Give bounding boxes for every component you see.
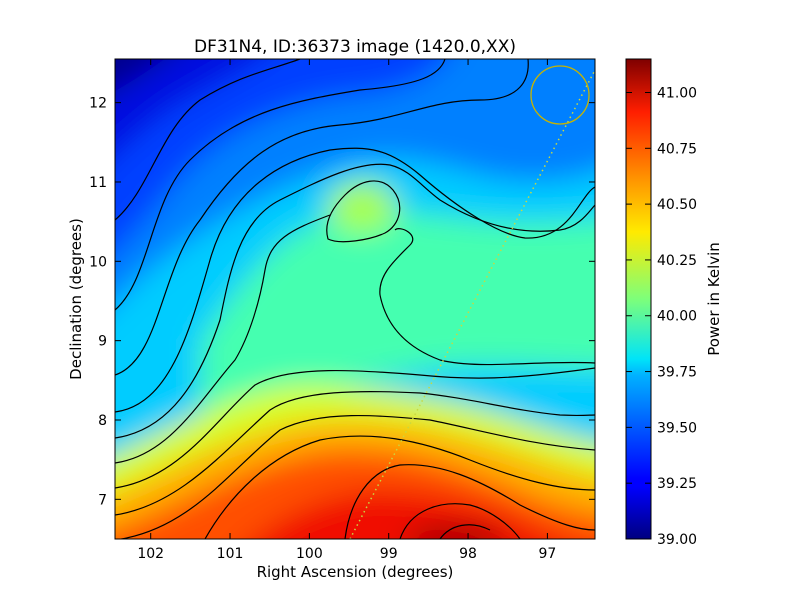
colorbar-tick-label: 41.00 bbox=[657, 85, 697, 101]
y-tick-label: 10 bbox=[89, 254, 107, 270]
y-tick-label: 11 bbox=[89, 175, 107, 191]
heatmap-plot bbox=[115, 59, 595, 539]
colorbar bbox=[625, 58, 652, 540]
colorbar-axis: 39.00 39.25 39.50 39.75 40.00 40.25 40.50 40.75… bbox=[626, 85, 697, 548]
colorbar-label: Power in Kelvin bbox=[705, 242, 723, 356]
heatmap-field bbox=[115, 59, 595, 539]
x-tick-label: 100 bbox=[296, 546, 323, 562]
colorbar-tick-label: 40.25 bbox=[657, 253, 697, 269]
colorbar-tick-label: 39.75 bbox=[657, 365, 697, 381]
x-tick-label: 97 bbox=[538, 546, 556, 562]
y-axis-label: Declination (degrees) bbox=[67, 218, 85, 380]
contour-lines bbox=[115, 59, 595, 539]
dotted-track bbox=[349, 69, 595, 539]
y-tick-label: 9 bbox=[98, 334, 107, 350]
marker-circle bbox=[530, 65, 590, 125]
x-tick-label: 99 bbox=[380, 546, 398, 562]
x-axis-label: Right Ascension (degrees) bbox=[257, 563, 454, 581]
colorbar-tick-label: 40.00 bbox=[657, 309, 697, 325]
plot-frame bbox=[114, 58, 596, 540]
y-axis: 7 8 9 10 11 12 bbox=[89, 96, 595, 508]
y-tick-label: 7 bbox=[98, 492, 107, 508]
x-tick-label: 101 bbox=[217, 546, 244, 562]
y-tick-label: 8 bbox=[98, 413, 107, 429]
x-axis: 102 101 100 99 98 97 bbox=[137, 59, 556, 562]
colorbar-tick-label: 39.00 bbox=[657, 532, 697, 548]
colorbar-tick-label: 40.75 bbox=[657, 141, 697, 157]
colorbar-tick-label: 40.50 bbox=[657, 197, 697, 213]
chart-title: DF31N4, ID:36373 image (1420.0,XX) bbox=[194, 37, 516, 57]
colorbar-tick-label: 39.50 bbox=[657, 420, 697, 436]
x-tick-label: 98 bbox=[459, 546, 477, 562]
colorbar-tick-label: 39.25 bbox=[657, 476, 697, 492]
y-tick-label: 12 bbox=[89, 96, 107, 112]
x-tick-label: 102 bbox=[137, 546, 164, 562]
